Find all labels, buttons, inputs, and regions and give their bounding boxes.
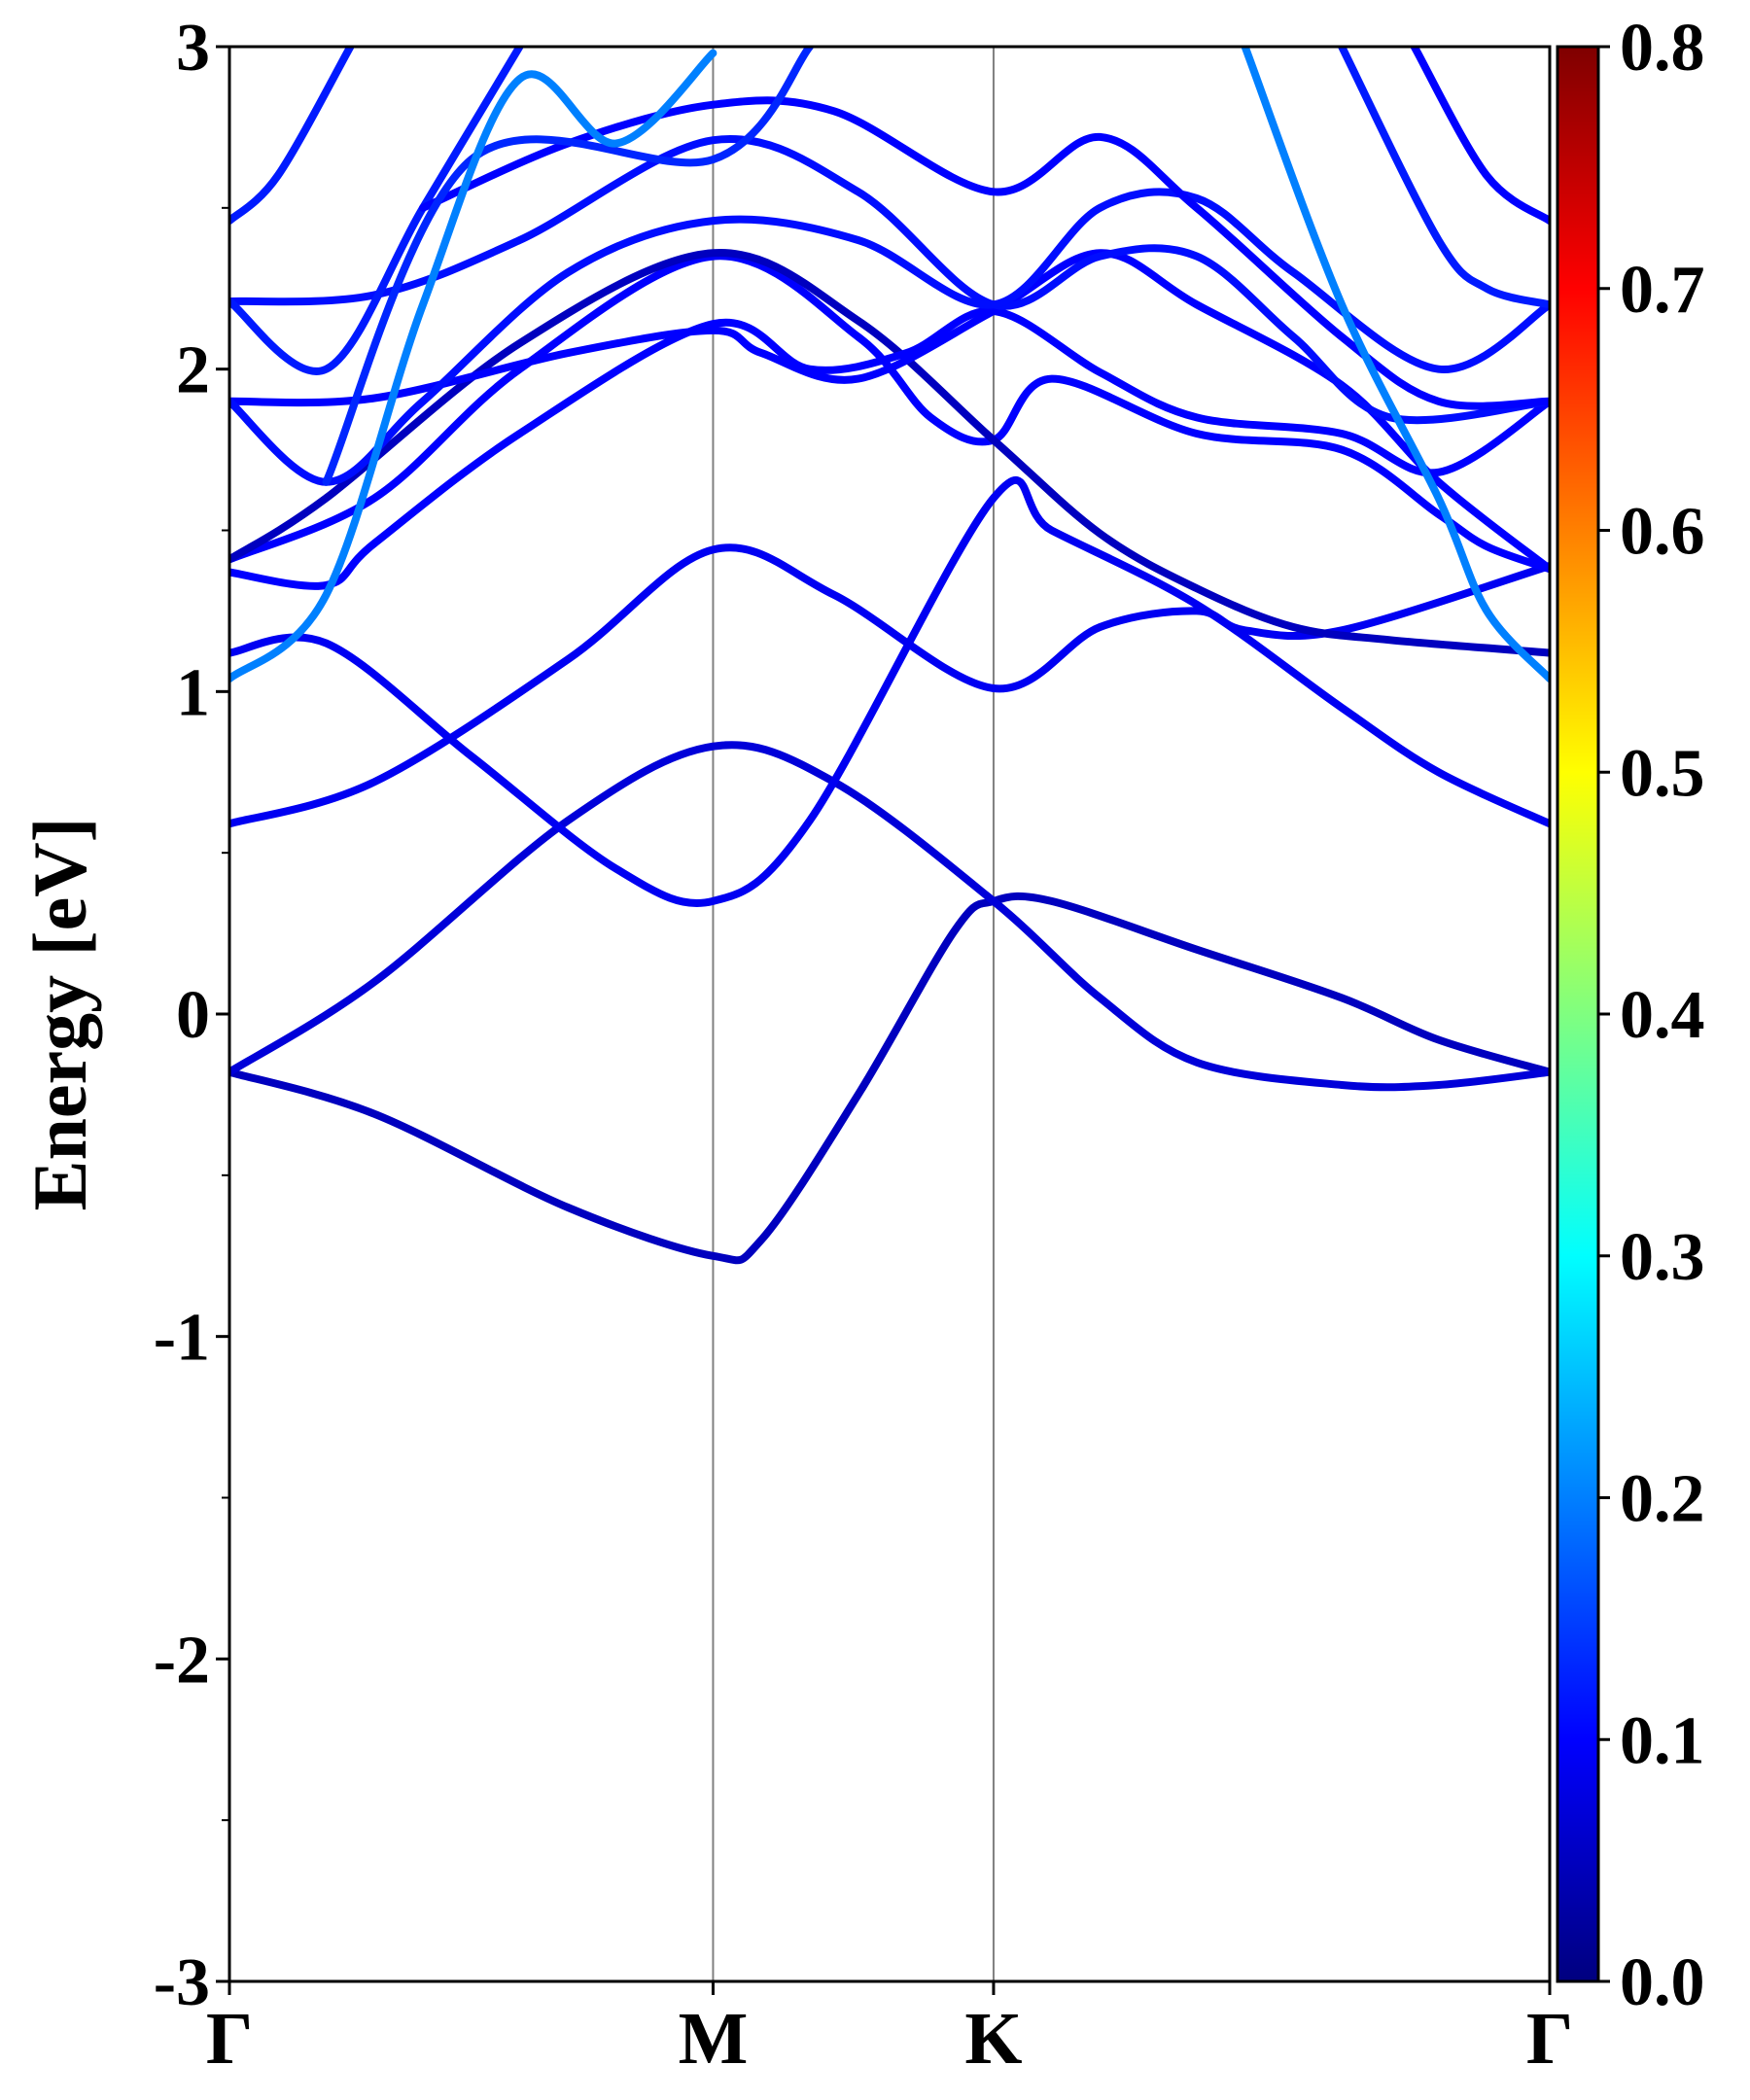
y-tick-label: 3 — [176, 11, 210, 86]
colorbar-tick-label: 0.5 — [1620, 736, 1705, 811]
colorbar-tick-label: 0.1 — [1620, 1703, 1705, 1778]
band-4 — [229, 475, 1550, 908]
colorbar-tick-label: 0.6 — [1620, 495, 1705, 570]
band-14 — [322, 47, 814, 486]
band-11 — [229, 47, 524, 375]
band-lines — [229, 47, 1550, 1265]
y-tick-label: -1 — [154, 1301, 210, 1376]
x-tick-label: Γ — [1526, 1998, 1573, 2080]
band-6 — [229, 249, 1550, 657]
colorbar-tick-label: 0.7 — [1620, 253, 1705, 328]
band-15 — [229, 49, 718, 683]
band-5 — [229, 252, 1550, 574]
colorbar-tick-label: 0.3 — [1620, 1220, 1705, 1295]
colorbar-tick-label: 0.2 — [1620, 1462, 1705, 1537]
y-tick-label: 1 — [176, 655, 210, 730]
plot-frame — [228, 45, 1552, 1983]
band-16 — [1241, 47, 1550, 683]
band-7 — [229, 306, 1550, 590]
colorbar-tick-label: 0.4 — [1620, 978, 1705, 1053]
band-2 — [229, 741, 1550, 1092]
y-axis: -3 -2 -1 0 1 2 3 — [154, 11, 229, 2020]
colorbar — [1556, 45, 1600, 1983]
x-tick-label: M — [679, 1998, 749, 2080]
band-13 — [419, 96, 1550, 410]
x-tick-label: K — [964, 1998, 1022, 2080]
high-symmetry-lines — [712, 47, 995, 1981]
y-tick-label: 0 — [176, 978, 210, 1053]
band-3 — [229, 543, 1550, 828]
colorbar-tick-label: 0.0 — [1620, 1945, 1705, 2020]
band-18 — [1410, 47, 1550, 226]
colorbar-axis: 0.0 0.1 0.2 0.3 0.4 0.5 0.6 0.7 0.8 — [1598, 11, 1705, 2020]
x-tick-label: Γ — [206, 1998, 253, 2080]
band-12 — [229, 47, 355, 226]
y-tick-label: -3 — [154, 1945, 210, 2020]
colorbar-tick-label: 0.8 — [1620, 11, 1705, 86]
y-tick-label: 2 — [176, 333, 210, 408]
band-9 — [229, 135, 1550, 425]
y-tick-label: -2 — [154, 1623, 210, 1698]
band-1 — [229, 892, 1550, 1265]
y-axis-label: Energy [eV] — [18, 817, 102, 1210]
band-10 — [229, 188, 1550, 486]
band-17 — [1338, 47, 1550, 309]
